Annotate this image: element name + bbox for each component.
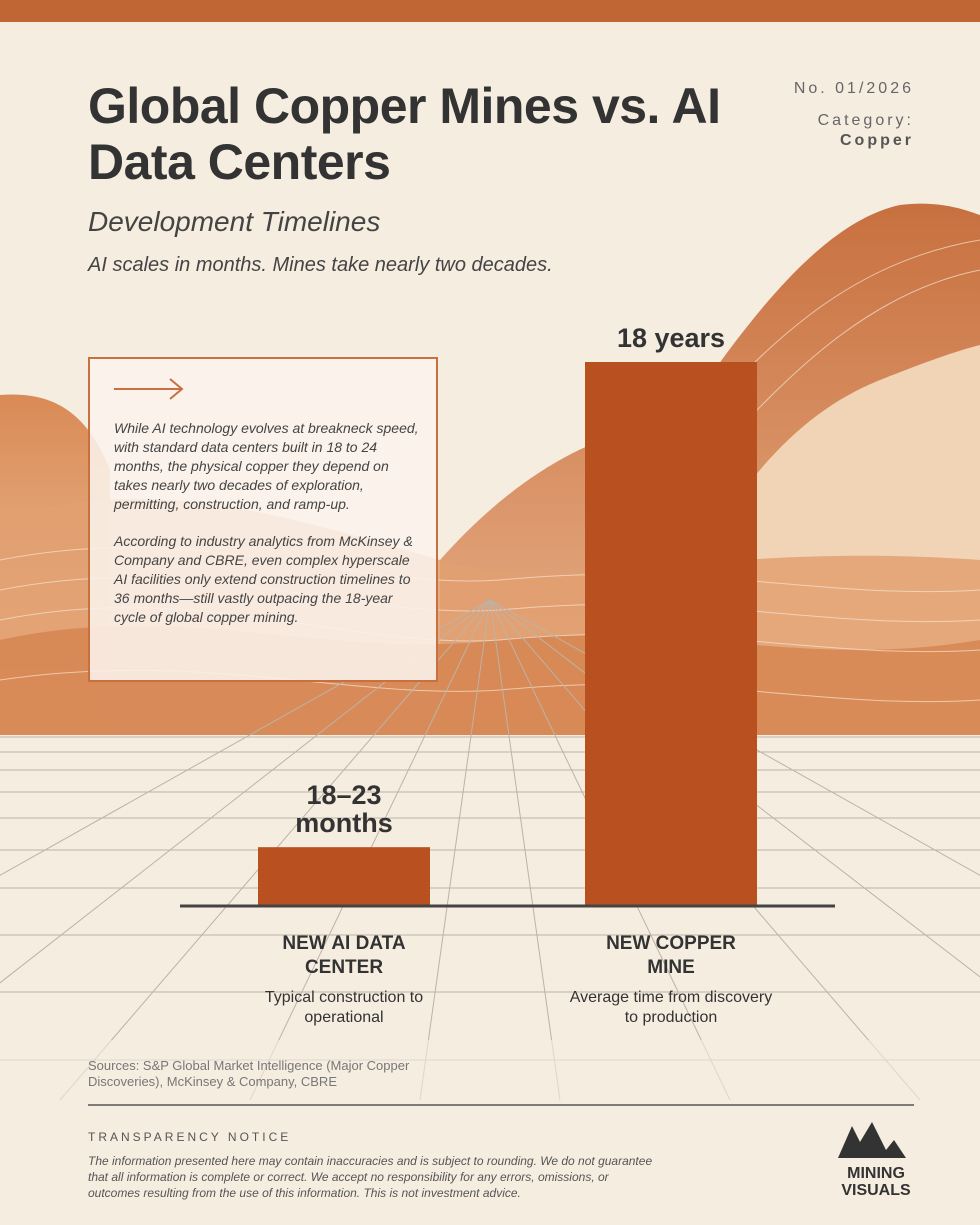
bar [585, 362, 757, 905]
arrow [114, 378, 184, 400]
text-box: While AI technology evolves at breakneck… [88, 357, 438, 682]
notice-heading: TRANSPARENCY NOTICE [88, 1130, 292, 1144]
subtitle: Development Timelines [88, 206, 381, 237]
value-label: 18–23 months [295, 780, 393, 839]
category-label: Category: [817, 112, 914, 129]
fade [0, 1040, 980, 1225]
title: Global Copper Mines vs. AI Data Centers [88, 78, 721, 190]
notice-text: The information presented here may conta… [88, 1154, 653, 1200]
tagline: AI scales in months. Mines take nearly t… [88, 254, 553, 276]
logo-mark [838, 1122, 906, 1158]
paragraph: While AI technology evolves at breakneck… [114, 420, 419, 512]
floor [0, 735, 980, 1095]
issue-number: No. 01/2026 [793, 80, 914, 97]
category-label: NEW COPPER MINE [606, 933, 736, 978]
paragraph: According to industry analytics from McK… [114, 533, 413, 625]
bars [258, 362, 757, 905]
category-description: Average time from discovery to productio… [569, 989, 773, 1026]
top-bar [0, 0, 980, 22]
bar [258, 847, 430, 905]
logo-text: MINING VISUALS [841, 1165, 911, 1199]
category-description: Typical construction to operational [264, 989, 424, 1026]
sources: Sources: S&P Global Market Intelligence … [88, 1058, 410, 1089]
category-label: NEW AI DATA CENTER [282, 933, 406, 978]
category: Copper [840, 132, 914, 149]
value-label: 18 years [616, 323, 726, 353]
floor-grid [0, 599, 980, 1101]
